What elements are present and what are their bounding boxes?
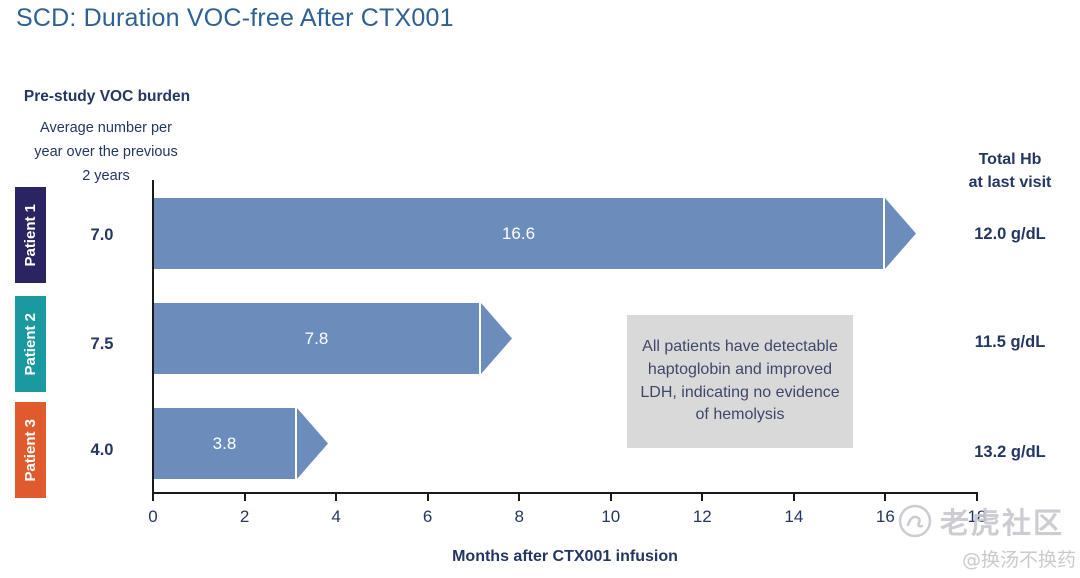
bar-patient-2: 7.8 xyxy=(154,303,512,374)
patient-3-voc-burden: 4.0 xyxy=(90,441,114,459)
bar-patient-1-gap xyxy=(883,198,885,269)
tick-label-4: 4 xyxy=(331,507,341,526)
subheading-line-3: 2 years xyxy=(82,168,130,184)
tick-label-8: 8 xyxy=(514,507,524,526)
tick-label-2: 2 xyxy=(239,507,250,526)
x-axis-tick-marks xyxy=(152,494,978,501)
tick-label-10: 10 xyxy=(601,507,621,526)
hemolysis-callout-box: All patients have detectable haptoglobin… xyxy=(627,315,853,448)
watermark: 老虎社区 @换汤不换药 xyxy=(898,500,1076,572)
patient-3-label-box: Patient 3 xyxy=(15,402,46,498)
patient-2-voc-burden: 7.5 xyxy=(90,335,114,353)
patient-2-label: Patient 2 xyxy=(22,312,39,376)
x-axis-tick-labels: 0 2 4 6 8 10 12 14 16 18 xyxy=(133,507,997,527)
bar-patient-1-body: 16.6 xyxy=(154,198,883,269)
bar-patient-3-body: 3.8 xyxy=(154,408,295,479)
tiger-community-logo-icon xyxy=(898,504,932,538)
bar-patient-3: 3.8 xyxy=(154,408,328,479)
bar-patient-2-body: 7.8 xyxy=(154,303,479,374)
total-hb-heading-line-2: at last visit xyxy=(968,174,1052,191)
bar-patient-1: 16.6 xyxy=(154,198,916,269)
pre-study-voc-heading: Pre-study VOC burden xyxy=(23,88,191,105)
tick-label-12: 12 xyxy=(692,507,712,526)
total-hb-heading-line-1: Total Hb xyxy=(978,151,1042,168)
patient-3-label: Patient 3 xyxy=(22,418,39,482)
patient-2-total-hb: 11.5 g/dL xyxy=(974,333,1046,351)
total-hb-heading: Total Hb at last visit xyxy=(950,148,1070,194)
patient-1-total-hb: 12.0 g/dL xyxy=(974,225,1046,243)
tick-label-14: 14 xyxy=(784,507,804,526)
x-axis-title: Months after CTX001 infusion xyxy=(452,548,678,565)
patient-3-total-hb: 13.2 g/dL xyxy=(974,443,1046,461)
tick-label-6: 6 xyxy=(422,507,433,526)
y-axis-line xyxy=(152,180,154,494)
watermark-community-name: 老虎社区 xyxy=(940,506,1065,540)
subheading-line-1: Average number per xyxy=(40,120,172,136)
subheading-line-2: year over the previous xyxy=(34,144,178,160)
bar-patient-3-value: 3.8 xyxy=(212,433,237,453)
bar-patient-2-arrowhead xyxy=(481,303,512,374)
patient-2-label-box: Patient 2 xyxy=(15,296,46,392)
tick-label-18: 18 xyxy=(967,507,987,526)
bar-patient-3-gap xyxy=(295,408,297,479)
bar-patient-3-arrowhead xyxy=(297,408,328,479)
bar-patient-2-gap xyxy=(479,303,481,374)
patient-1-label: Patient 1 xyxy=(22,203,39,267)
bar-patient-1-value: 16.6 xyxy=(501,223,536,243)
bar-patient-1-arrowhead xyxy=(885,198,916,269)
patient-1-label-box: Patient 1 xyxy=(15,187,46,283)
patient-1-voc-burden: 7.0 xyxy=(90,226,114,244)
hemolysis-callout-text: All patients have detectable haptoglobin… xyxy=(640,338,840,424)
watermark-handle: @换汤不换药 xyxy=(961,549,1076,571)
bar-patient-2-value: 7.8 xyxy=(304,328,329,348)
pre-study-voc-subheading: Average number per year over the previou… xyxy=(8,116,204,188)
x-axis-line xyxy=(152,492,978,494)
page-title: SCD: Duration VOC-free After CTX001 xyxy=(16,4,454,32)
tick-label-16: 16 xyxy=(875,507,895,526)
tick-label-0: 0 xyxy=(148,507,158,526)
